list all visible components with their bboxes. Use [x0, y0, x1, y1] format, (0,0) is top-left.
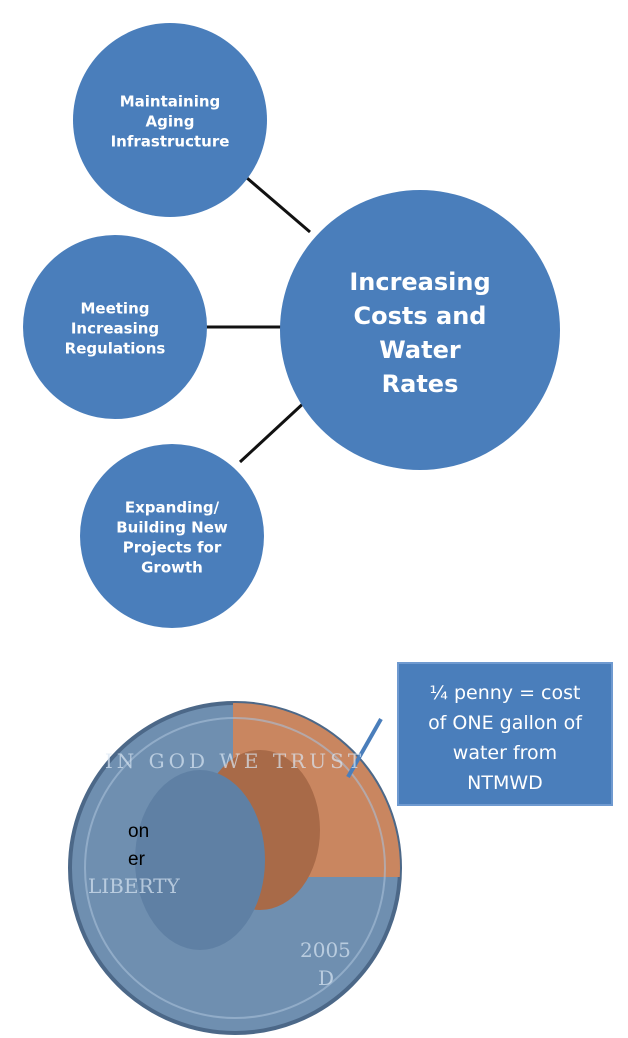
coin-liberty: LIBERTY	[88, 874, 181, 898]
node-label: Building New	[116, 519, 228, 537]
coin-motto: IN GOD WE TRUST	[105, 749, 365, 773]
node-label: Aging	[146, 113, 195, 131]
center-label: Increasing	[349, 268, 490, 296]
connector	[240, 400, 307, 462]
side-text: on	[128, 821, 149, 842]
callout-label: ¼ penny = cost	[430, 682, 581, 704]
node-label: Projects for	[123, 539, 222, 557]
node-label: Meeting	[80, 300, 149, 318]
diagram: Maintaining Aging Infrastructure Meeting Inc…	[0, 0, 628, 1038]
center-label: Water	[379, 336, 461, 364]
callout-label: water from	[453, 742, 557, 764]
connector	[240, 172, 310, 232]
node-label: Regulations	[65, 340, 166, 358]
node-label: Maintaining	[120, 93, 221, 111]
node-label: Growth	[141, 559, 203, 577]
coin-mint: D	[318, 966, 334, 990]
page: {"diagram": { "center": {"lines": ["Incr…	[0, 0, 628, 1038]
coin-portrait	[135, 770, 265, 950]
penny	[70, 690, 413, 1033]
callout-label: of ONE gallon of	[428, 712, 583, 734]
center-label: Rates	[382, 370, 459, 398]
node-label: Expanding/	[125, 499, 220, 517]
side-text: er	[128, 849, 146, 870]
coin-year: 2005	[300, 938, 351, 962]
node-label: Infrastructure	[111, 133, 230, 151]
node-label: Increasing	[71, 320, 159, 338]
callout-label: NTMWD	[467, 772, 543, 794]
center-label: Costs and	[354, 302, 487, 330]
